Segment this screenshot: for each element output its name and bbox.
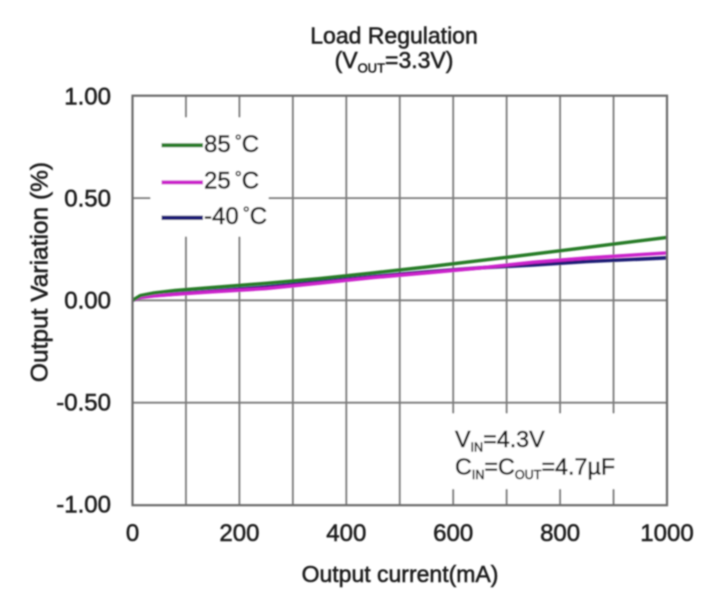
svg-text:1000: 1000: [640, 520, 693, 547]
svg-text:25 °C: 25 °C: [204, 168, 259, 195]
svg-text:0: 0: [126, 520, 139, 547]
svg-text:Output current(mA): Output current(mA): [302, 561, 499, 587]
svg-text:-1.00: -1.00: [56, 492, 111, 519]
svg-text:-40 °C: -40 °C: [204, 203, 267, 230]
svg-text:400: 400: [326, 520, 366, 547]
svg-text:-0.50: -0.50: [56, 390, 111, 417]
svg-text:1.00: 1.00: [64, 84, 111, 111]
svg-text:(VOUT=3.3V): (VOUT=3.3V): [335, 47, 454, 76]
svg-text:VIN=4.3V: VIN=4.3V: [455, 426, 545, 454]
svg-text:Output Variation (%): Output Variation (%): [27, 162, 54, 382]
svg-text:Load Regulation: Load Regulation: [310, 23, 478, 49]
svg-text:600: 600: [433, 520, 473, 547]
svg-text:800: 800: [540, 520, 580, 547]
svg-text:0.50: 0.50: [64, 186, 111, 213]
svg-text:200: 200: [219, 520, 259, 547]
svg-text:85 °C: 85 °C: [204, 131, 259, 158]
svg-text:0.00: 0.00: [64, 288, 111, 315]
